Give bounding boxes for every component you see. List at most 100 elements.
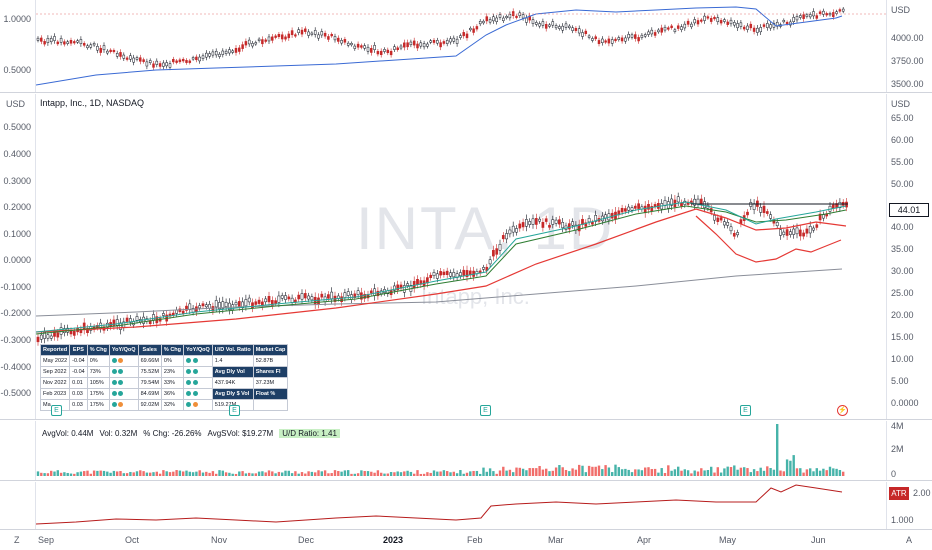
candle-body — [571, 27, 574, 31]
candle-body — [676, 25, 680, 29]
atr-pane[interactable]: ATR 2.00 1.000 — [0, 482, 932, 530]
earnings-marker[interactable]: E — [740, 405, 751, 416]
candle-body — [373, 288, 376, 296]
candle-body — [498, 14, 502, 18]
candle-body — [267, 295, 271, 303]
candle-body — [610, 39, 614, 44]
candle-body — [841, 8, 845, 12]
volume-bar — [535, 468, 538, 476]
candle-body — [36, 37, 40, 41]
volume-bar — [320, 471, 323, 476]
candle-body — [373, 45, 376, 50]
volume-bar — [561, 467, 564, 476]
atr-left-scale[interactable] — [0, 482, 36, 529]
candle-body — [406, 283, 409, 286]
candle-body — [762, 24, 766, 27]
candle-body — [436, 40, 439, 44]
volume-bar — [86, 470, 89, 476]
table-header: U/D Vol. Ratio — [211, 344, 254, 356]
candle-body — [204, 304, 208, 308]
candle-body — [703, 15, 706, 21]
volume-bar — [165, 471, 168, 476]
candle-body — [541, 21, 545, 26]
time-axis[interactable]: Sep Oct Nov Dec 2023 Feb Mar Apr May Jun — [0, 531, 932, 550]
table-row: Sep 2022 -0.04 73% 75.52M 23% Avg Dly Vo… — [39, 366, 289, 378]
price-pane[interactable]: USD 0.5000 0.4000 0.3000 0.2000 0.1000 0… — [0, 94, 932, 420]
candle-body — [313, 30, 317, 35]
candle-body — [538, 218, 541, 222]
candle-body — [211, 51, 215, 56]
candle-body — [812, 227, 815, 231]
candle-body — [56, 41, 60, 45]
volume-bar — [83, 471, 86, 476]
earnings-marker[interactable]: E — [229, 405, 240, 416]
candle-body — [247, 297, 251, 303]
price-left-scale[interactable]: USD 0.5000 0.4000 0.3000 0.2000 0.1000 0… — [0, 94, 36, 419]
candle-body — [505, 16, 508, 19]
candle-body — [808, 14, 812, 18]
volume-value: Vol: 0.32M — [99, 429, 138, 438]
atr-chart-svg — [36, 484, 843, 525]
volume-bar — [393, 472, 396, 476]
volume-bar — [234, 473, 238, 476]
price-right-scale[interactable]: USD 65.00 60.00 55.00 50.00 40.00 35.00 … — [886, 94, 932, 419]
volume-bar — [465, 472, 469, 476]
volume-bar — [376, 470, 380, 476]
atr-plot[interactable] — [36, 482, 886, 529]
volume-bar — [92, 470, 96, 476]
candle-body — [369, 290, 373, 294]
volume-left-scale[interactable] — [0, 421, 36, 480]
earnings-marker[interactable]: E — [480, 405, 491, 416]
table-cell: Sep 2022 — [39, 366, 71, 378]
volume-bar — [716, 467, 719, 476]
volume-bar — [360, 470, 363, 476]
candle-body — [452, 37, 456, 42]
earnings-marker[interactable]: E — [51, 405, 62, 416]
table-header: % Chg — [160, 344, 185, 356]
comparison-left-scale[interactable]: 1.0000 0.5000 — [0, 0, 36, 92]
time-label: Mar — [548, 535, 564, 545]
auto-scale-button[interactable]: A — [906, 535, 913, 545]
candle-body — [356, 290, 360, 295]
time-label: Oct — [125, 535, 140, 545]
volume-bar — [469, 471, 472, 476]
candle-body — [218, 53, 221, 57]
candle-body — [234, 302, 238, 306]
candle-body — [284, 36, 287, 40]
volume-bar — [215, 473, 218, 476]
timezone-button[interactable]: Z — [14, 535, 20, 545]
candle-body — [234, 48, 238, 53]
volume-right-scale[interactable]: 4M 2M 0 — [886, 421, 932, 480]
candle-body — [419, 42, 423, 47]
candle-body — [340, 40, 343, 44]
fundamentals-table: Reported EPS % Chg YoY/QoQ Sales % Chg Y… — [39, 344, 289, 411]
volume-pane[interactable]: AvgVol: 0.44M Vol: 0.32M % Chg: -26.26% … — [0, 421, 932, 481]
candle-body — [667, 27, 670, 30]
comparison-plot[interactable] — [36, 0, 886, 92]
volume-plot[interactable]: AvgVol: 0.44M Vol: 0.32M % Chg: -26.26% … — [36, 421, 886, 480]
comparison-chart-svg — [36, 6, 886, 86]
candle-body — [224, 50, 228, 54]
atr-right-scale[interactable]: ATR 2.00 1.000 — [886, 482, 932, 529]
candle-body — [92, 43, 96, 46]
volume-bar — [224, 472, 228, 476]
candle-body — [343, 39, 347, 43]
chart-legend[interactable]: Intapp, Inc., 1D, NASDAQ — [40, 98, 145, 108]
comparison-right-scale[interactable]: USD 4000.00 3750.00 3500.00 — [886, 0, 932, 92]
candle-body — [752, 203, 756, 210]
candle-body — [462, 269, 466, 276]
volume-bar — [317, 470, 320, 476]
candle-body — [551, 219, 555, 225]
comparison-pane[interactable]: 1.0000 0.5000 USD 4000.00 3750.00 3500.0… — [0, 0, 932, 93]
left-tick: 0.2000 — [3, 202, 31, 212]
right-tick: 0 — [891, 469, 897, 479]
dividend-split-marker[interactable]: ⚡ — [837, 405, 848, 416]
volume-bar — [795, 468, 799, 476]
candle-body — [257, 299, 261, 304]
candle-body — [769, 24, 772, 29]
volume-bar — [690, 473, 693, 476]
price-plot[interactable]: INTA, 1D Intapp, Inc. Intapp, Inc., 1D, … — [36, 94, 886, 419]
time-label: Apr — [637, 535, 652, 545]
candle-body — [769, 214, 772, 219]
time-label: Sep — [38, 535, 55, 545]
